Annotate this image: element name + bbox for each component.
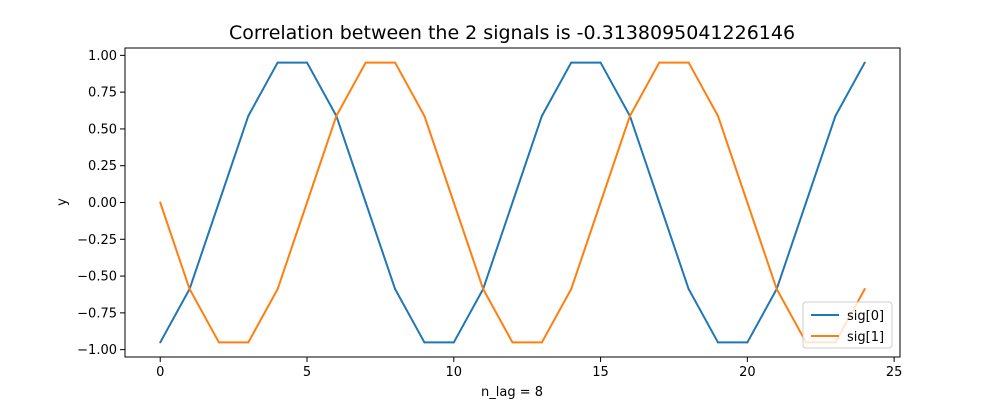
data-point-series1-6 [335, 114, 338, 117]
data-point-series1-4 [276, 288, 279, 291]
legend: sig[0] sig[1] [802, 301, 893, 349]
x-axis-label: n_lag = 8 [481, 385, 543, 400]
data-point-series1-19 [716, 114, 719, 117]
x-axis: 0 5 10 15 20 25 [156, 357, 902, 380]
y-tick-label: 0.50 [88, 122, 117, 137]
data-point-series0-4 [276, 61, 279, 64]
data-point-series0-8 [394, 288, 397, 291]
data-point-series1-5 [306, 201, 309, 204]
data-point-series1-24 [863, 288, 866, 291]
plot-area: 0 5 10 15 20 25 1.00 0.75 0.50 0.25 0.00 −0.25 −0.5… [77, 47, 902, 380]
data-point-series0-17 [658, 201, 661, 204]
y-tick-label: 0.25 [88, 159, 117, 174]
data-point-series1-3 [247, 341, 250, 344]
data-point-series1-14 [570, 288, 573, 291]
legend-label-sig1: sig[1] [847, 330, 884, 345]
data-point-series1-15 [599, 201, 602, 204]
data-point-series1-7 [364, 61, 367, 64]
data-point-series1-8 [394, 61, 397, 64]
data-point-series0-24 [863, 61, 866, 64]
x-tick-label: 20 [739, 365, 756, 380]
y-axis: 1.00 0.75 0.50 0.25 0.00 −0.25 −0.50 −0.75 −1.00 [77, 49, 125, 358]
data-point-series0-22 [805, 201, 808, 204]
data-point-series0-3 [247, 114, 250, 117]
data-point-series1-21 [775, 288, 778, 291]
y-tick-label: −0.75 [77, 306, 117, 321]
data-point-series1-18 [687, 61, 690, 64]
y-axis-label: y [55, 198, 70, 206]
data-point-series1-17 [658, 61, 661, 64]
y-tick-label: −1.00 [77, 343, 117, 358]
data-point-series0-9 [423, 341, 426, 344]
data-point-series0-2 [217, 201, 220, 204]
y-tick-label: 0.75 [88, 86, 117, 101]
data-point-series0-0 [159, 341, 162, 344]
data-point-series0-5 [306, 61, 309, 64]
data-point-series1-10 [452, 201, 455, 204]
y-tick-label: −0.25 [77, 233, 117, 248]
data-point-series0-19 [716, 341, 719, 344]
data-point-series0-14 [570, 61, 573, 64]
data-point-series1-20 [746, 201, 749, 204]
data-point-series1-9 [423, 114, 426, 117]
data-point-series0-20 [746, 341, 749, 344]
data-point-series1-11 [482, 288, 485, 291]
data-point-series0-18 [687, 288, 690, 291]
data-point-series1-2 [217, 341, 220, 344]
y-tick-label: 0.00 [88, 196, 117, 211]
y-tick-label: −0.50 [77, 270, 117, 285]
data-point-series0-15 [599, 61, 602, 64]
data-point-series1-1 [188, 288, 191, 291]
data-point-series1-12 [511, 341, 514, 344]
data-point-series0-23 [834, 114, 837, 117]
data-point-series0-7 [364, 201, 367, 204]
x-tick-label: 15 [592, 365, 609, 380]
x-tick-label: 0 [156, 365, 164, 380]
legend-label-sig0: sig[0] [847, 309, 884, 324]
series-layer [159, 61, 866, 344]
x-tick-label: 25 [886, 365, 903, 380]
data-point-series1-0 [159, 201, 162, 204]
y-tick-label: 1.00 [88, 49, 117, 64]
x-tick-label: 5 [303, 365, 311, 380]
data-point-series1-13 [540, 341, 543, 344]
data-point-series0-12 [511, 201, 514, 204]
data-point-series0-10 [452, 341, 455, 344]
x-tick-label: 10 [446, 365, 463, 380]
data-point-series1-16 [628, 114, 631, 117]
data-point-series0-13 [540, 114, 543, 117]
chart-title: Correlation between the 2 signals is -0.… [229, 22, 795, 44]
